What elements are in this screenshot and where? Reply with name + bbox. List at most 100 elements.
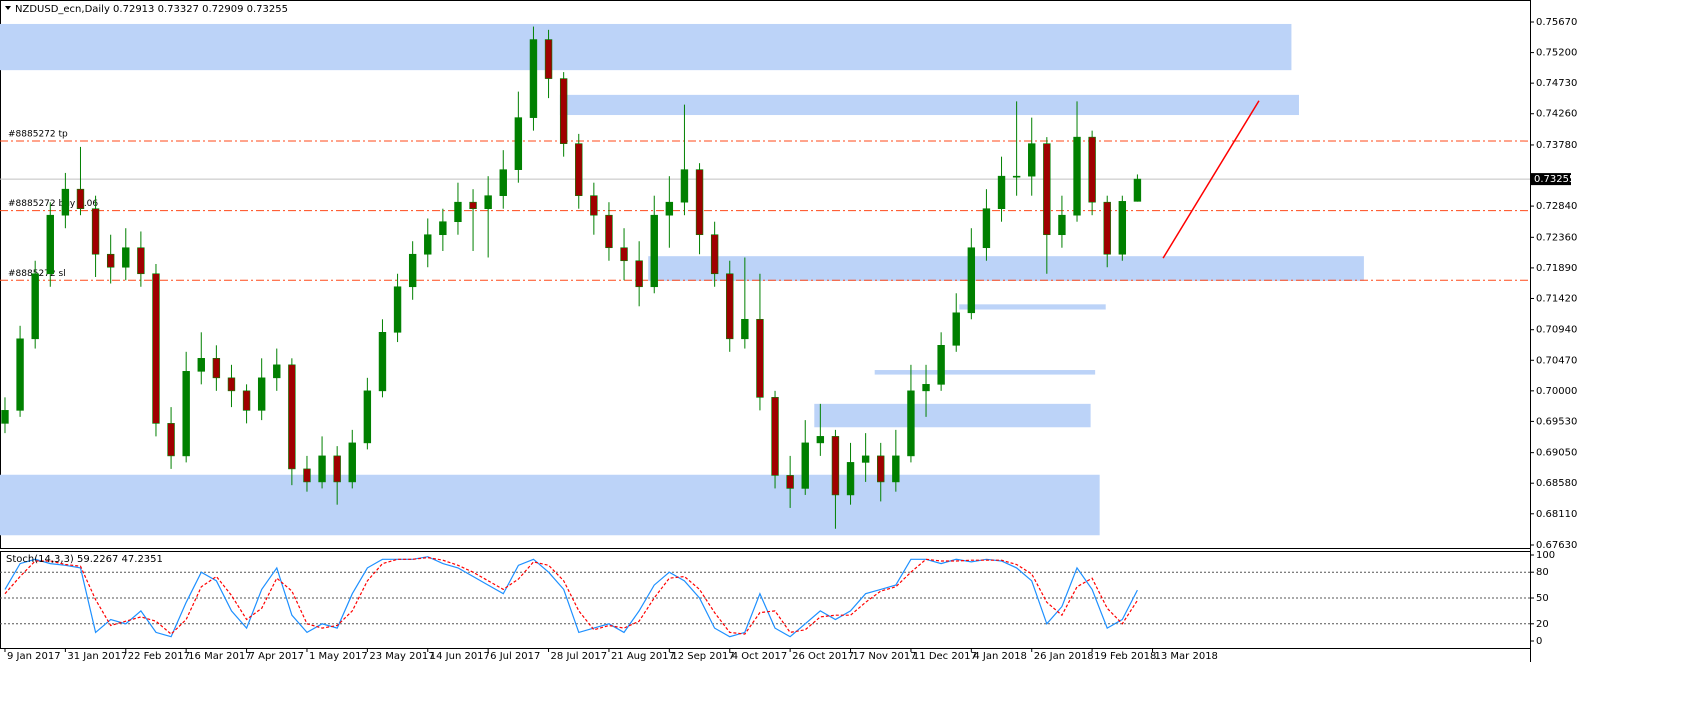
stochastic-chart: 0 20 50 80 100 9 Jan 2017 31 Jan 2017 22 Feb 20… xyxy=(0,550,1555,662)
candle-body xyxy=(393,286,402,333)
candle-body xyxy=(771,397,779,476)
candle-body xyxy=(424,234,432,255)
collapse-icon[interactable] xyxy=(5,6,11,10)
candle-body xyxy=(741,318,749,340)
candle-body xyxy=(242,390,251,411)
candle-body xyxy=(786,475,794,489)
candle-body xyxy=(831,436,840,496)
candle-body xyxy=(514,117,523,170)
x-tick-label: 1 May 2017 xyxy=(309,651,368,662)
candle-body xyxy=(967,247,976,314)
candle-body xyxy=(605,214,613,249)
x-tick-label: 4 Jan 2018 xyxy=(973,651,1027,662)
y-tick-label: 50 xyxy=(1536,593,1549,604)
candle-body xyxy=(454,201,462,223)
x-tick-label: 17 Nov 2017 xyxy=(853,651,917,662)
candle-body xyxy=(877,455,885,483)
y-tick-label: 0.74260 xyxy=(1536,109,1577,120)
zone xyxy=(0,474,1100,536)
candle-body xyxy=(620,247,628,262)
candle-body xyxy=(318,455,326,483)
candle-body xyxy=(756,318,764,398)
y-tick-label: 0.69050 xyxy=(1536,448,1577,459)
candle-body xyxy=(122,247,130,268)
y-tick-label: 0.68580 xyxy=(1536,478,1577,489)
x-tick-label: 6 Jul 2017 xyxy=(490,651,540,662)
indicator-line xyxy=(4,556,1138,635)
candle-body xyxy=(91,208,100,255)
candle-body xyxy=(544,39,553,79)
zone xyxy=(959,304,1106,310)
x-tick-label: 9 Jan 2017 xyxy=(7,651,61,662)
x-tick-label: 21 Aug 2017 xyxy=(611,651,675,662)
candle-body xyxy=(46,214,54,275)
candle-body xyxy=(982,208,991,249)
price-chart: 0.75670 0.75200 0.74730 0.74260 0.73780 0.728… xyxy=(0,17,1577,551)
candle-body xyxy=(1058,214,1066,236)
x-tick-label: 31 Jan 2017 xyxy=(67,651,127,662)
y-tick-label: 0.71420 xyxy=(1536,293,1577,304)
x-tick-label: 12 Sep 2017 xyxy=(671,651,734,662)
y-tick-label: 0.67630 xyxy=(1536,540,1577,551)
candle-body xyxy=(861,455,870,463)
candle-body xyxy=(1103,201,1111,255)
y-tick-label: 0.70470 xyxy=(1536,355,1577,366)
candle-body xyxy=(106,253,115,268)
y-tick-label: 0.75200 xyxy=(1536,48,1577,59)
x-tick-label: 14 Jun 2017 xyxy=(430,651,490,662)
candle-body xyxy=(1012,175,1021,178)
candle-body xyxy=(1,410,9,424)
candle-body xyxy=(650,214,658,288)
candle-body xyxy=(816,436,825,444)
candle-body xyxy=(348,442,356,483)
candle-body xyxy=(469,201,477,210)
candle-body xyxy=(937,345,945,385)
candle-body xyxy=(1073,136,1081,216)
x-tick-label: 13 Mar 2018 xyxy=(1155,651,1218,662)
current-price-box xyxy=(1531,173,1571,186)
candle-body xyxy=(273,364,281,379)
candle-body xyxy=(1133,178,1142,202)
y-tick-label: 0.70940 xyxy=(1536,325,1577,336)
zone xyxy=(814,403,1091,428)
candle-body xyxy=(197,358,205,372)
x-tick-label: 11 Dec 2017 xyxy=(913,651,977,662)
x-tick-label: 26 Jan 2018 xyxy=(1034,651,1094,662)
zone xyxy=(648,256,1364,281)
candle-body xyxy=(801,442,809,489)
candle-body xyxy=(710,234,719,275)
candle-body xyxy=(333,455,341,483)
y-tick-label: 20 xyxy=(1536,619,1549,630)
candle-body xyxy=(892,455,900,483)
candle-body xyxy=(212,358,221,379)
zone xyxy=(874,370,1096,375)
y-tick-label: 0.74730 xyxy=(1536,78,1577,89)
zones xyxy=(0,23,1364,536)
x-tick-label: 23 May 2017 xyxy=(369,651,434,662)
candle-body xyxy=(303,468,311,483)
x-tick-label: 22 Feb 2017 xyxy=(128,651,190,662)
candle-body xyxy=(227,377,236,392)
candle-body xyxy=(76,188,85,210)
candle-body xyxy=(665,201,674,216)
trend-line xyxy=(1162,100,1260,259)
candle-body xyxy=(363,390,372,444)
candle-body xyxy=(695,169,704,236)
candle-body xyxy=(1118,201,1127,255)
candle-body xyxy=(61,188,70,216)
candle-body xyxy=(257,377,266,411)
candle-body xyxy=(1088,136,1096,203)
candle-body xyxy=(846,462,855,496)
candle-body xyxy=(16,338,24,411)
y-tick-label: 80 xyxy=(1536,567,1549,578)
y-tick-label: 0.69530 xyxy=(1536,416,1577,427)
candle-body xyxy=(680,169,689,203)
order-label: #8885272 buy 0.06 xyxy=(8,199,98,209)
candle-body xyxy=(408,253,417,288)
candle-body xyxy=(167,423,175,457)
indicator-title: Stoch(14,3,3) 59.2267 47.2351 xyxy=(6,554,163,565)
chart-title: NZDUSD_ecn,Daily 0.72913 0.73327 0.72909… xyxy=(15,4,288,15)
order-label: #8885272 tp xyxy=(8,130,68,140)
